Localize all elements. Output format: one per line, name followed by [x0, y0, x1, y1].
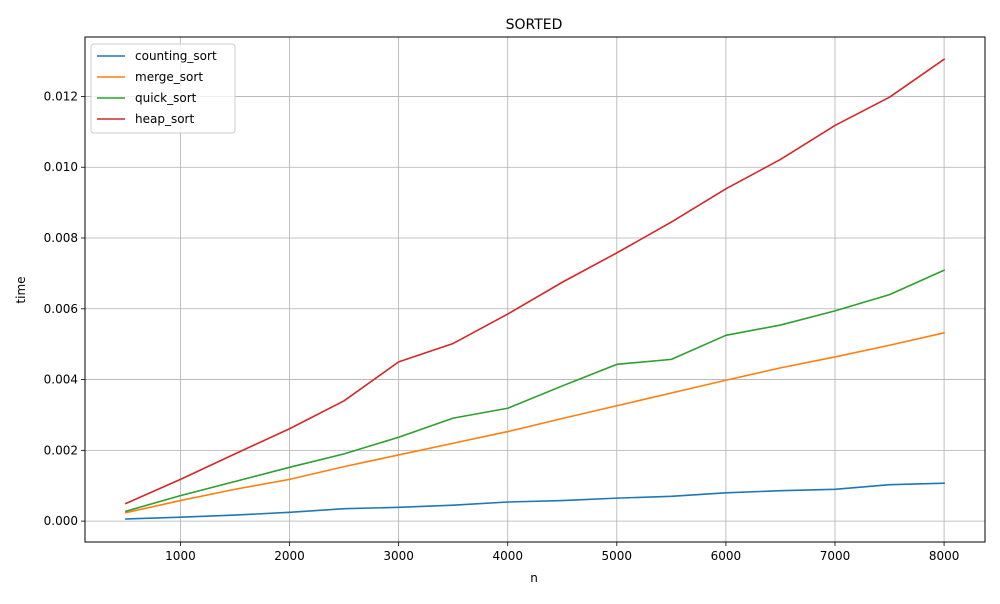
y-tick-label: 0.002: [44, 443, 78, 457]
series-line-quick-sort: [124, 269, 946, 513]
x-tick-label: 6000: [711, 549, 742, 563]
y-tick-label: 0.010: [44, 160, 78, 174]
x-tick-label: 3000: [383, 549, 414, 563]
x-tick-label: 5000: [602, 549, 633, 563]
legend-label: counting_sort: [135, 49, 217, 63]
x-tick-label: 2000: [274, 549, 305, 563]
axis-ticks: 1000 2000 3000 4000 5000 6000 7000 8000 0.000 0.0…: [44, 89, 960, 563]
x-tick-label: 1000: [165, 549, 196, 563]
series-line-heap-sort: [124, 58, 946, 505]
x-tick-label: 4000: [492, 549, 523, 563]
y-tick-label: 0.006: [44, 302, 78, 316]
y-tick-label: 0.004: [44, 373, 78, 387]
plot-area-frame: [84, 36, 986, 543]
y-tick-label: 0.008: [44, 231, 78, 245]
chart-title: SORTED: [506, 17, 563, 33]
y-axis-label: time: [14, 276, 28, 303]
x-tick-label: 8000: [929, 549, 960, 563]
x-axis-label: n: [530, 571, 538, 585]
legend: counting_sort merge_sort quick_sort heap_so…: [90, 43, 236, 134]
legend-items: counting_sort merge_sort quick_sort heap_so…: [97, 49, 217, 126]
legend-box: [90, 43, 236, 134]
y-tick-label: 0.012: [44, 89, 78, 103]
series-line-merge-sort: [124, 331, 946, 514]
y-tick-label: 0.000: [44, 514, 78, 528]
legend-label: heap_sort: [135, 112, 194, 126]
legend-label: quick_sort: [135, 91, 197, 105]
series-line-counting-sort: [125, 482, 945, 520]
gridlines: [85, 37, 985, 542]
x-tick-label: 7000: [820, 549, 851, 563]
legend-label: merge_sort: [135, 70, 203, 84]
series-lines: [124, 58, 946, 520]
